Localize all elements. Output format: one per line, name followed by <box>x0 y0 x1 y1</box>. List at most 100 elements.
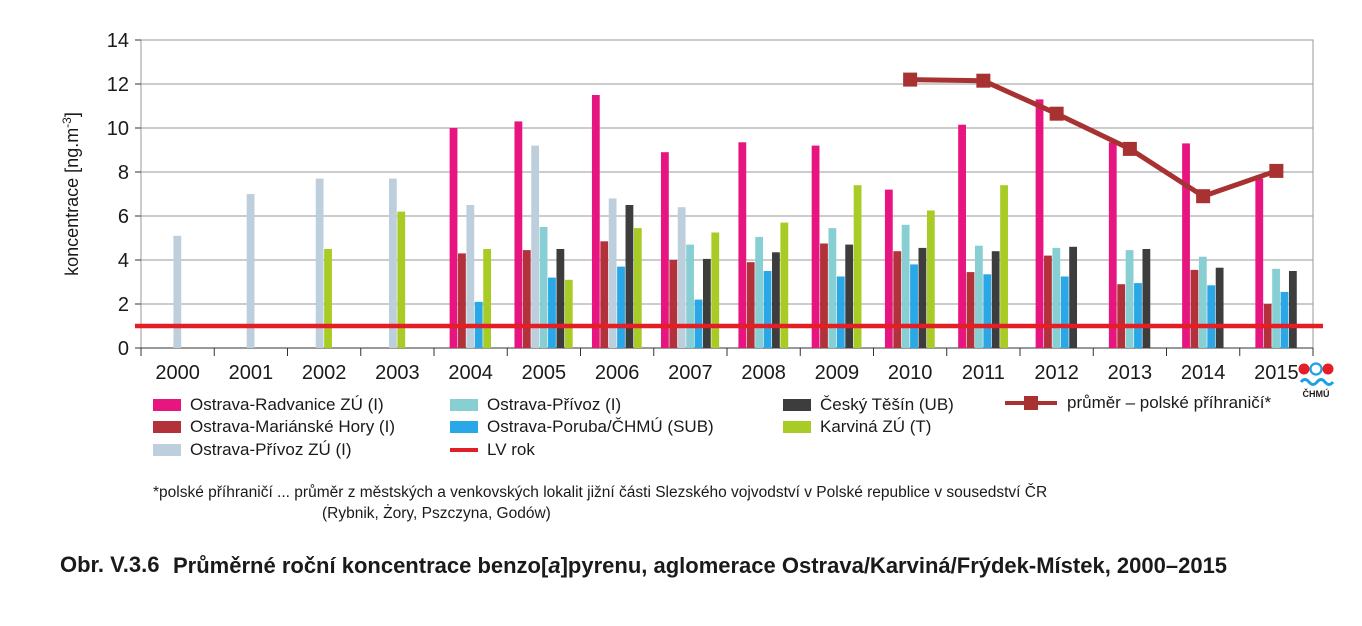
legend-item: Ostrava-Radvanice ZÚ (I) <box>153 394 384 416</box>
average-point <box>1196 189 1211 204</box>
bar <box>772 252 780 348</box>
bar <box>1142 249 1151 348</box>
bar <box>755 236 764 348</box>
bar <box>746 262 755 348</box>
bar <box>991 251 1000 348</box>
legend-label: Ostrava-Přívoz ZÚ (I) <box>190 440 352 459</box>
legend-line-swatch <box>450 448 478 452</box>
bar <box>966 272 975 348</box>
bar <box>738 142 747 348</box>
legend-line-marker-swatch <box>1005 396 1057 410</box>
bar <box>958 124 966 348</box>
chart-tick-labels: 0 2 4 6 8 10 12 14 2000 2001 2002 2003 2004 2005 2006 2… <box>60 30 1299 384</box>
bar <box>483 249 492 348</box>
bar <box>1125 250 1134 348</box>
x-tick-label: 2004 <box>448 362 493 384</box>
bar <box>780 222 789 348</box>
bar <box>246 194 255 348</box>
x-tick-label: 2005 <box>522 362 567 384</box>
bar <box>1190 269 1199 348</box>
x-tick-label: 2013 <box>1108 362 1153 384</box>
legend-item: Ostrava-Přívoz (I) <box>450 394 621 416</box>
legend-label: Ostrava-Radvanice ZÚ (I) <box>190 395 384 414</box>
bar <box>1134 283 1142 348</box>
legend-item: LV rok <box>450 439 535 461</box>
legend-swatch <box>153 399 181 411</box>
average-line <box>910 77 1278 199</box>
x-tick-label: 2003 <box>375 362 420 384</box>
x-tick-label: 2008 <box>741 362 786 384</box>
y-tick-label: 10 <box>107 118 129 140</box>
bar <box>926 210 935 348</box>
legend-item: Ostrava-Poruba/ČHMÚ (SUB) <box>450 416 714 438</box>
footnote-line-1: *polské příhraničí ... průměr z městskýc… <box>153 484 1048 501</box>
bar <box>811 145 820 348</box>
chart-bars <box>173 95 1297 349</box>
bar <box>702 258 711 348</box>
figure-title: Průměrné roční koncentrace benzo[a]pyren… <box>173 553 1228 578</box>
bar <box>686 244 694 348</box>
bar <box>324 249 332 348</box>
bar <box>600 241 609 348</box>
legend-label: Ostrava-Mariánské Hory (I) <box>190 417 395 436</box>
average-point <box>976 73 991 88</box>
bar <box>1035 99 1044 349</box>
x-tick-label: 2000 <box>155 362 200 384</box>
bar <box>669 260 678 348</box>
average-point <box>1269 163 1284 178</box>
bar <box>1207 285 1216 348</box>
legend-item: Ostrava-Mariánské Hory (I) <box>153 416 395 438</box>
bar <box>1117 284 1126 348</box>
bar <box>556 249 565 348</box>
bar <box>1272 268 1280 348</box>
bar <box>458 253 466 348</box>
bar <box>1069 246 1078 348</box>
average-point <box>1049 106 1064 121</box>
bar <box>910 264 918 348</box>
x-tick-label: 2001 <box>229 362 274 384</box>
bar <box>1255 178 1264 348</box>
bar <box>893 251 902 348</box>
legend-item: průměr – polské příhraničí* <box>1005 392 1271 414</box>
bar <box>466 205 475 348</box>
y-tick-label: 6 <box>118 206 129 228</box>
bar <box>388 178 397 348</box>
legend-label: Ostrava-Poruba/ČHMÚ (SUB) <box>487 417 714 436</box>
y-tick-label: 2 <box>118 294 129 316</box>
x-tick-label: 2007 <box>668 362 713 384</box>
bar <box>633 228 642 348</box>
y-tick-label: 12 <box>107 74 129 96</box>
bar <box>983 274 992 348</box>
x-tick-label: 2011 <box>962 362 1005 384</box>
legend-swatch <box>783 421 811 433</box>
legend-item: Ostrava-Přívoz ZÚ (I) <box>153 439 352 461</box>
bar <box>1288 271 1297 348</box>
bar <box>974 245 983 348</box>
x-tick-label: 2012 <box>1034 362 1079 384</box>
chart-lines <box>135 72 1323 329</box>
bar <box>853 185 862 348</box>
legend-label: Karviná ZÚ (T) <box>820 417 932 436</box>
bar <box>564 279 573 348</box>
bar <box>1000 185 1008 348</box>
bar <box>918 247 927 348</box>
y-tick-label: 8 <box>118 162 129 184</box>
bar <box>397 211 406 348</box>
bar <box>820 243 828 348</box>
average-point <box>903 72 918 87</box>
bar <box>522 250 531 348</box>
y-tick-label: 0 <box>118 338 129 360</box>
bar <box>1052 247 1061 348</box>
bar <box>677 207 686 348</box>
logo-text: ČHMÚ <box>1303 388 1330 399</box>
bar <box>660 152 669 348</box>
x-tick-label: 2014 <box>1181 362 1226 384</box>
chmu-logo: ČHMÚ <box>1297 362 1335 400</box>
legend-label: Český Těšín (UB) <box>820 395 954 414</box>
bar <box>1182 143 1190 348</box>
legend-label: LV rok <box>487 440 535 459</box>
bar <box>1108 142 1117 348</box>
y-tick-label: 4 <box>118 250 129 272</box>
average-point <box>1122 141 1137 156</box>
chart-axes <box>135 39 1314 356</box>
